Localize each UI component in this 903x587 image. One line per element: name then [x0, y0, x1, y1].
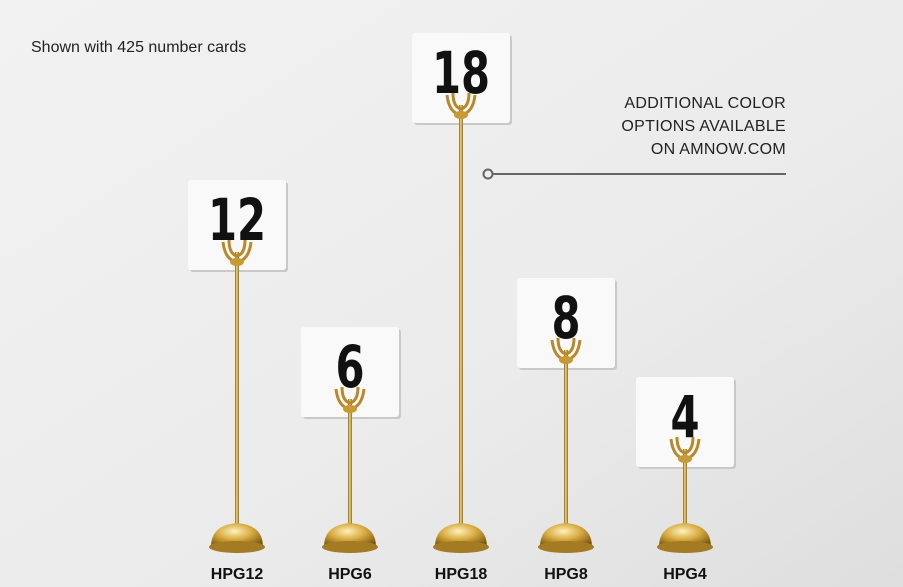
callout-dot [484, 170, 493, 179]
note-line: ON AMNOW.COM [651, 141, 786, 158]
page: Shown with 425 number cards ADDITIONAL C… [0, 0, 903, 587]
card-number: 18 [432, 39, 490, 107]
model-label: HPG12 [211, 566, 264, 583]
note-line: OPTIONS AVAILABLE [621, 118, 786, 135]
base-rim [433, 541, 489, 553]
rod [564, 350, 568, 535]
product-photo: Shown with 425 number cards ADDITIONAL C… [0, 0, 903, 587]
holder-knob [678, 455, 692, 463]
base-rim [322, 541, 378, 553]
holder-knob [559, 356, 573, 364]
holder-knob [454, 111, 468, 119]
note-line: ADDITIONAL COLOR [624, 95, 786, 112]
model-label: HPG8 [544, 566, 588, 583]
card-number: 6 [335, 333, 364, 401]
base-rim [657, 541, 713, 553]
model-label: HPG6 [328, 566, 372, 583]
card-number: 8 [551, 284, 580, 352]
holder-knob [230, 258, 244, 266]
model-label: HPG4 [663, 566, 707, 583]
base-rim [538, 541, 594, 553]
base-rim [209, 541, 265, 553]
rod [459, 105, 463, 535]
card-number: 4 [670, 383, 699, 451]
model-label: HPG18 [435, 566, 488, 583]
holder-knob [343, 405, 357, 413]
rod [348, 399, 352, 535]
rod [235, 252, 239, 535]
caption: Shown with 425 number cards [31, 39, 246, 56]
card-number: 12 [208, 186, 266, 254]
